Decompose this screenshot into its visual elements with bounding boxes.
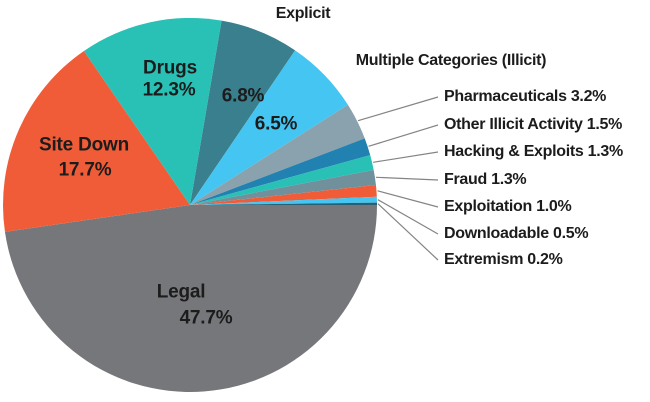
pie-slice-pharmaceuticals bbox=[190, 104, 365, 205]
callout-label-pharmaceuticals: Pharmaceuticals 3.2% bbox=[444, 88, 607, 105]
callout-line-fraud bbox=[375, 176, 439, 181]
pie-slice-legal bbox=[4, 205, 377, 392]
pie-slice-site-down bbox=[3, 51, 190, 232]
callout-line-pharmaceuticals bbox=[357, 96, 439, 122]
pie-slice-exploitation bbox=[190, 185, 377, 205]
callout-label-fraud: Fraud 1.3% bbox=[444, 171, 527, 188]
callout-label-extremism: Extremism 0.2% bbox=[444, 251, 563, 268]
pie-slice-other-illicit-activity bbox=[190, 138, 371, 205]
callout-line-hacking-exploits bbox=[373, 151, 439, 163]
outside-label-multiple-categories-illicit: Multiple Categories (Illicit) bbox=[355, 52, 547, 69]
slice-value-explicit: 6.8% bbox=[221, 85, 265, 107]
callout-line-downloadable bbox=[377, 199, 439, 235]
callout-line-extremism bbox=[377, 203, 439, 261]
callout-label-exploitation: Exploitation 1.0% bbox=[444, 198, 572, 215]
slice-label-drugs: Drugs bbox=[143, 57, 197, 79]
slice-value-drugs: 12.3% bbox=[142, 79, 196, 101]
slice-value-multiple-categories-illicit: 6.5% bbox=[254, 113, 298, 135]
callout-label-other-illicit-activity: Other Illicit Activity 1.5% bbox=[444, 116, 623, 133]
outside-label-explicit: Explicit bbox=[275, 5, 331, 22]
slice-label-legal: Legal bbox=[156, 281, 206, 303]
pie-slice-fraud bbox=[190, 169, 376, 205]
pie-slice-hacking-exploits bbox=[190, 155, 374, 205]
pie-slice-drugs bbox=[83, 17, 222, 206]
pie-slice-downloadable bbox=[190, 196, 377, 205]
slice-value-site-down: 17.7% bbox=[58, 159, 112, 181]
callout-label-downloadable: Downloadable 0.5% bbox=[444, 225, 589, 242]
pie-slice-extremism bbox=[190, 202, 378, 205]
slice-value-legal: 47.7% bbox=[179, 307, 233, 329]
pie-slice-multiple-categories-illicit bbox=[190, 50, 348, 206]
pie-slice-explicit bbox=[190, 20, 296, 206]
callout-line-other-illicit-activity bbox=[368, 124, 439, 147]
callout-line-exploitation bbox=[377, 190, 439, 208]
slice-label-site-down: Site Down bbox=[38, 134, 130, 156]
callout-label-hacking-exploits: Hacking & Exploits 1.3% bbox=[444, 143, 623, 160]
